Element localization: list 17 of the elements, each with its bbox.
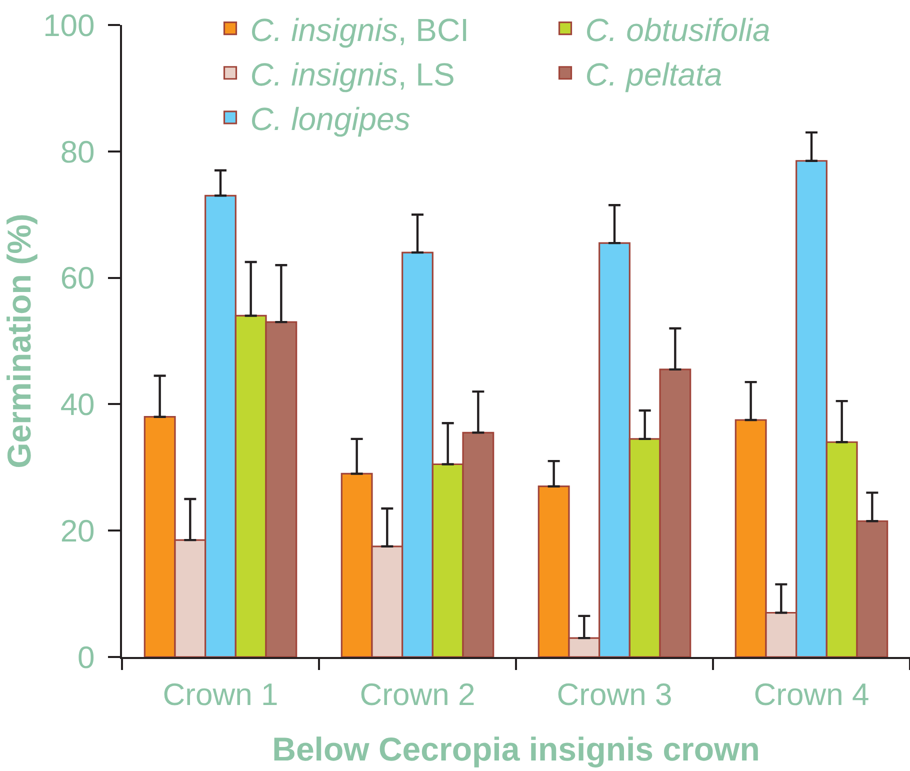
y-tick-label: 0 <box>78 640 95 675</box>
y-axis-title: Germination (%) <box>0 214 38 468</box>
y-tick-label: 40 <box>60 387 95 422</box>
legend-label: C. obtusifolia <box>585 12 770 48</box>
x-tick-label: Crown 4 <box>754 677 870 712</box>
y-tick-label: 20 <box>60 513 95 548</box>
y-tick-label: 100 <box>43 8 95 43</box>
legend-label: C. insignis, LS <box>250 56 455 92</box>
y-tick-label: 60 <box>60 260 95 296</box>
y-tick-label: 80 <box>60 134 95 170</box>
legend-label: C. longipes <box>250 100 410 137</box>
x-axis-title: Below Cecropia insignis crown <box>272 730 760 768</box>
x-tick-label: Crown 3 <box>556 677 672 712</box>
x-tick-label: Crown 1 <box>162 677 278 712</box>
legend-label: C. insignis, BCI <box>250 12 469 48</box>
x-tick-label: Crown 2 <box>360 677 476 712</box>
legend-label: C. peltata <box>585 56 722 92</box>
